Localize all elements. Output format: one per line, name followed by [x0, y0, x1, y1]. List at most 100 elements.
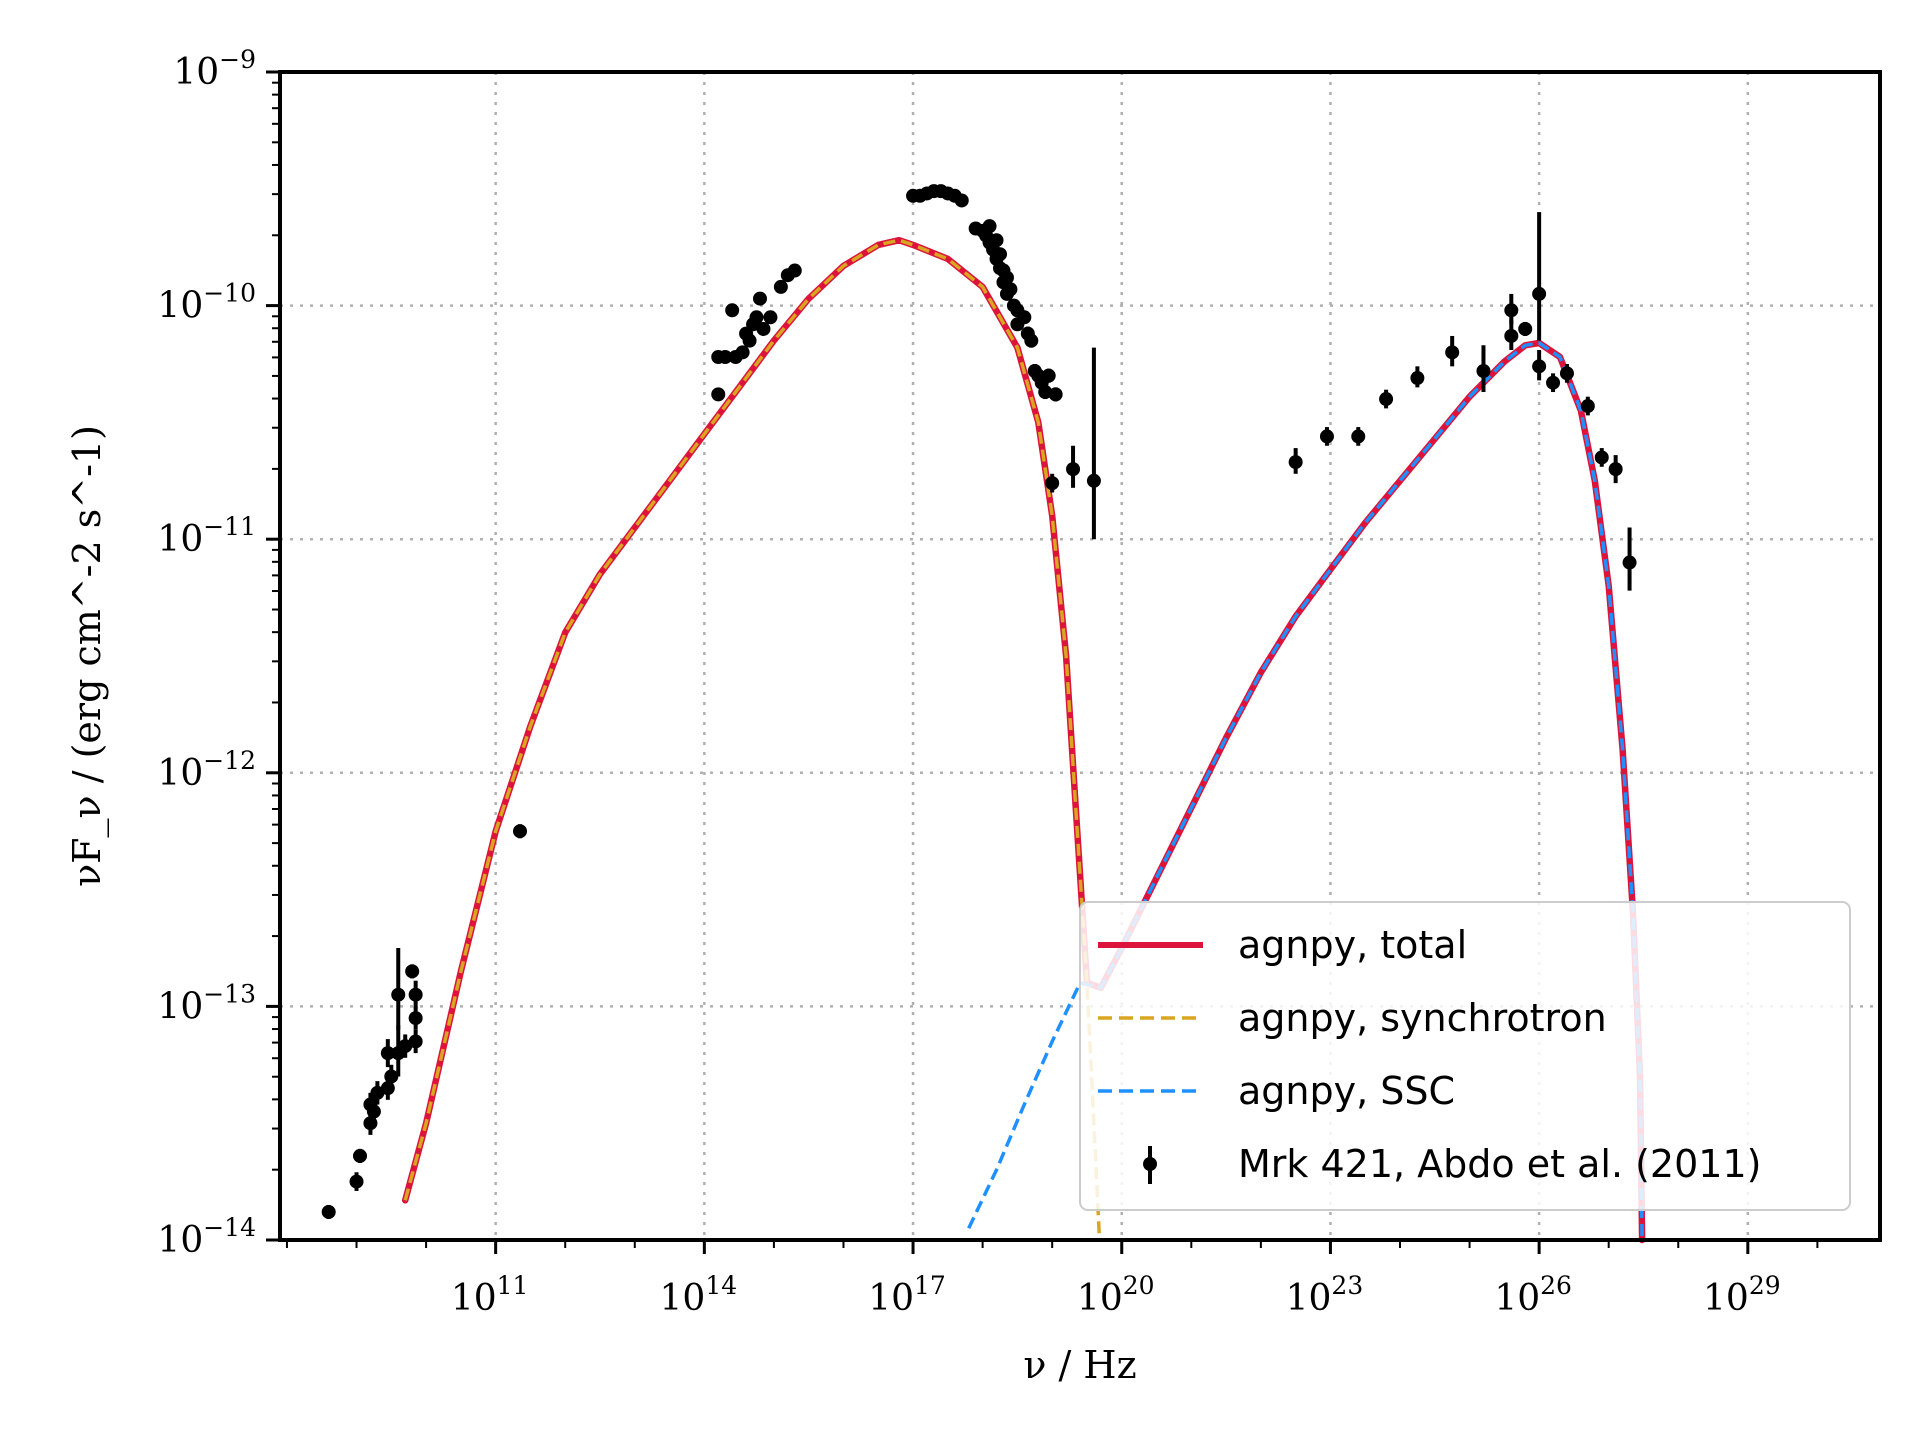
- y-tick-exponent: −10: [203, 279, 256, 308]
- x-tick-base: 10: [868, 1278, 914, 1319]
- major-ticks: [266, 70, 1750, 1254]
- data-point: [993, 247, 1007, 262]
- data-point: [1559, 364, 1574, 383]
- x-tick-exponent: 14: [705, 1271, 737, 1300]
- x-tick-exponent: 26: [1540, 1271, 1572, 1300]
- data-point-marker: [1379, 392, 1394, 407]
- data-point-marker: [408, 1011, 423, 1026]
- data-point: [408, 1029, 423, 1054]
- data-point: [742, 333, 757, 348]
- data-point: [370, 1081, 385, 1105]
- data-point-marker: [1532, 286, 1547, 301]
- data-point-marker: [363, 1097, 378, 1112]
- data-point: [1045, 473, 1060, 493]
- data-point-marker: [993, 247, 1007, 262]
- data-point: [1622, 527, 1637, 591]
- data-point-marker: [982, 219, 997, 234]
- data-point: [405, 964, 420, 979]
- data-point-marker: [513, 824, 527, 839]
- data-point-marker: [773, 279, 788, 294]
- data-point-marker: [349, 1174, 364, 1189]
- data-point-marker: [742, 333, 757, 348]
- data-point: [398, 1034, 413, 1058]
- data-point-marker: [384, 1069, 399, 1084]
- y-tick-exponent: −12: [203, 746, 256, 775]
- data-point: [1288, 448, 1303, 474]
- x-axis-label: ν / Hz: [1023, 1343, 1136, 1387]
- data-point-marker: [1594, 450, 1609, 465]
- x-tick-label: 1017: [868, 1271, 946, 1319]
- x-tick-exponent: 17: [914, 1271, 946, 1300]
- data-point: [954, 193, 969, 208]
- legend-label-total: agnpy, total: [1238, 923, 1467, 967]
- data-point-marker: [1351, 429, 1366, 444]
- x-tick-label: 1014: [660, 1271, 738, 1319]
- data-point-marker: [1017, 310, 1032, 325]
- legend-label-ssc: agnpy, SSC: [1238, 1069, 1455, 1113]
- x-tick-base: 10: [1703, 1278, 1749, 1319]
- x-tick-exponent: 20: [1123, 1271, 1155, 1300]
- data-point-marker: [999, 270, 1014, 285]
- data-points-layer: [321, 184, 1637, 1219]
- data-point: [1504, 293, 1519, 325]
- data-point-marker: [711, 387, 726, 402]
- y-tick-base: 10: [157, 1220, 203, 1261]
- data-point: [363, 1092, 378, 1117]
- data-point-marker: [756, 321, 771, 336]
- y-tick-base: 10: [157, 519, 203, 560]
- x-tick-label: 1020: [1077, 1271, 1155, 1319]
- y-axis-label: νF_ν / (erg cm^-2 s^-1): [65, 425, 110, 887]
- data-point: [718, 349, 733, 364]
- y-tick-label: 10−9: [173, 45, 256, 93]
- x-tick-base: 10: [1286, 1278, 1332, 1319]
- legend-swatch-data-marker: [1143, 1157, 1157, 1171]
- data-point: [349, 1172, 364, 1191]
- data-point: [1445, 335, 1460, 367]
- data-point: [1410, 366, 1425, 388]
- data-point-marker: [1048, 387, 1063, 402]
- data-point-marker: [1086, 473, 1101, 488]
- plot-frame: [278, 70, 1882, 1242]
- data-point-marker: [1445, 345, 1460, 360]
- data-point-marker: [1024, 333, 1039, 348]
- data-point-marker: [735, 345, 750, 360]
- x-tick-base: 10: [451, 1278, 497, 1319]
- data-point-marker: [408, 1034, 423, 1049]
- data-point-marker: [1504, 303, 1519, 318]
- data-point: [1319, 427, 1334, 446]
- data-point: [1546, 373, 1561, 393]
- data-point: [982, 219, 997, 234]
- data-point: [711, 387, 726, 402]
- data-point: [763, 310, 778, 325]
- legend: agnpy, total agnpy, synchrotron agnpy, S…: [1079, 901, 1851, 1211]
- x-tick-base: 10: [1494, 1278, 1540, 1319]
- data-point: [391, 948, 406, 1030]
- data-point: [1532, 212, 1547, 341]
- x-tick-labels: 1011 1014 1017 1020 1023 1026 1029: [451, 1271, 1781, 1319]
- data-point-marker: [391, 987, 406, 1002]
- data-point-marker: [718, 349, 733, 364]
- y-tick-exponent: −13: [203, 979, 256, 1008]
- data-point-marker: [380, 1046, 395, 1061]
- data-point-marker: [1559, 366, 1574, 381]
- y-tick-base: 10: [157, 986, 203, 1027]
- legend-box: [1079, 901, 1851, 1211]
- data-point: [1066, 445, 1081, 488]
- y-tick-base: 10: [157, 286, 203, 327]
- x-tick-base: 10: [660, 1278, 706, 1319]
- data-point: [1017, 310, 1032, 325]
- data-point: [1038, 385, 1053, 400]
- data-point-marker: [989, 233, 1004, 248]
- data-point: [1518, 321, 1533, 336]
- data-point: [321, 1204, 336, 1219]
- y-tick-label: 10−13: [157, 979, 256, 1027]
- data-point-marker: [1518, 321, 1533, 336]
- data-point: [408, 980, 423, 1009]
- data-point: [787, 263, 802, 278]
- data-point-marker: [1476, 364, 1491, 379]
- data-point-marker: [1608, 462, 1623, 477]
- y-tick-exponent: −9: [219, 45, 256, 74]
- x-tick-label: 1026: [1494, 1271, 1572, 1319]
- data-point-marker: [353, 1148, 367, 1163]
